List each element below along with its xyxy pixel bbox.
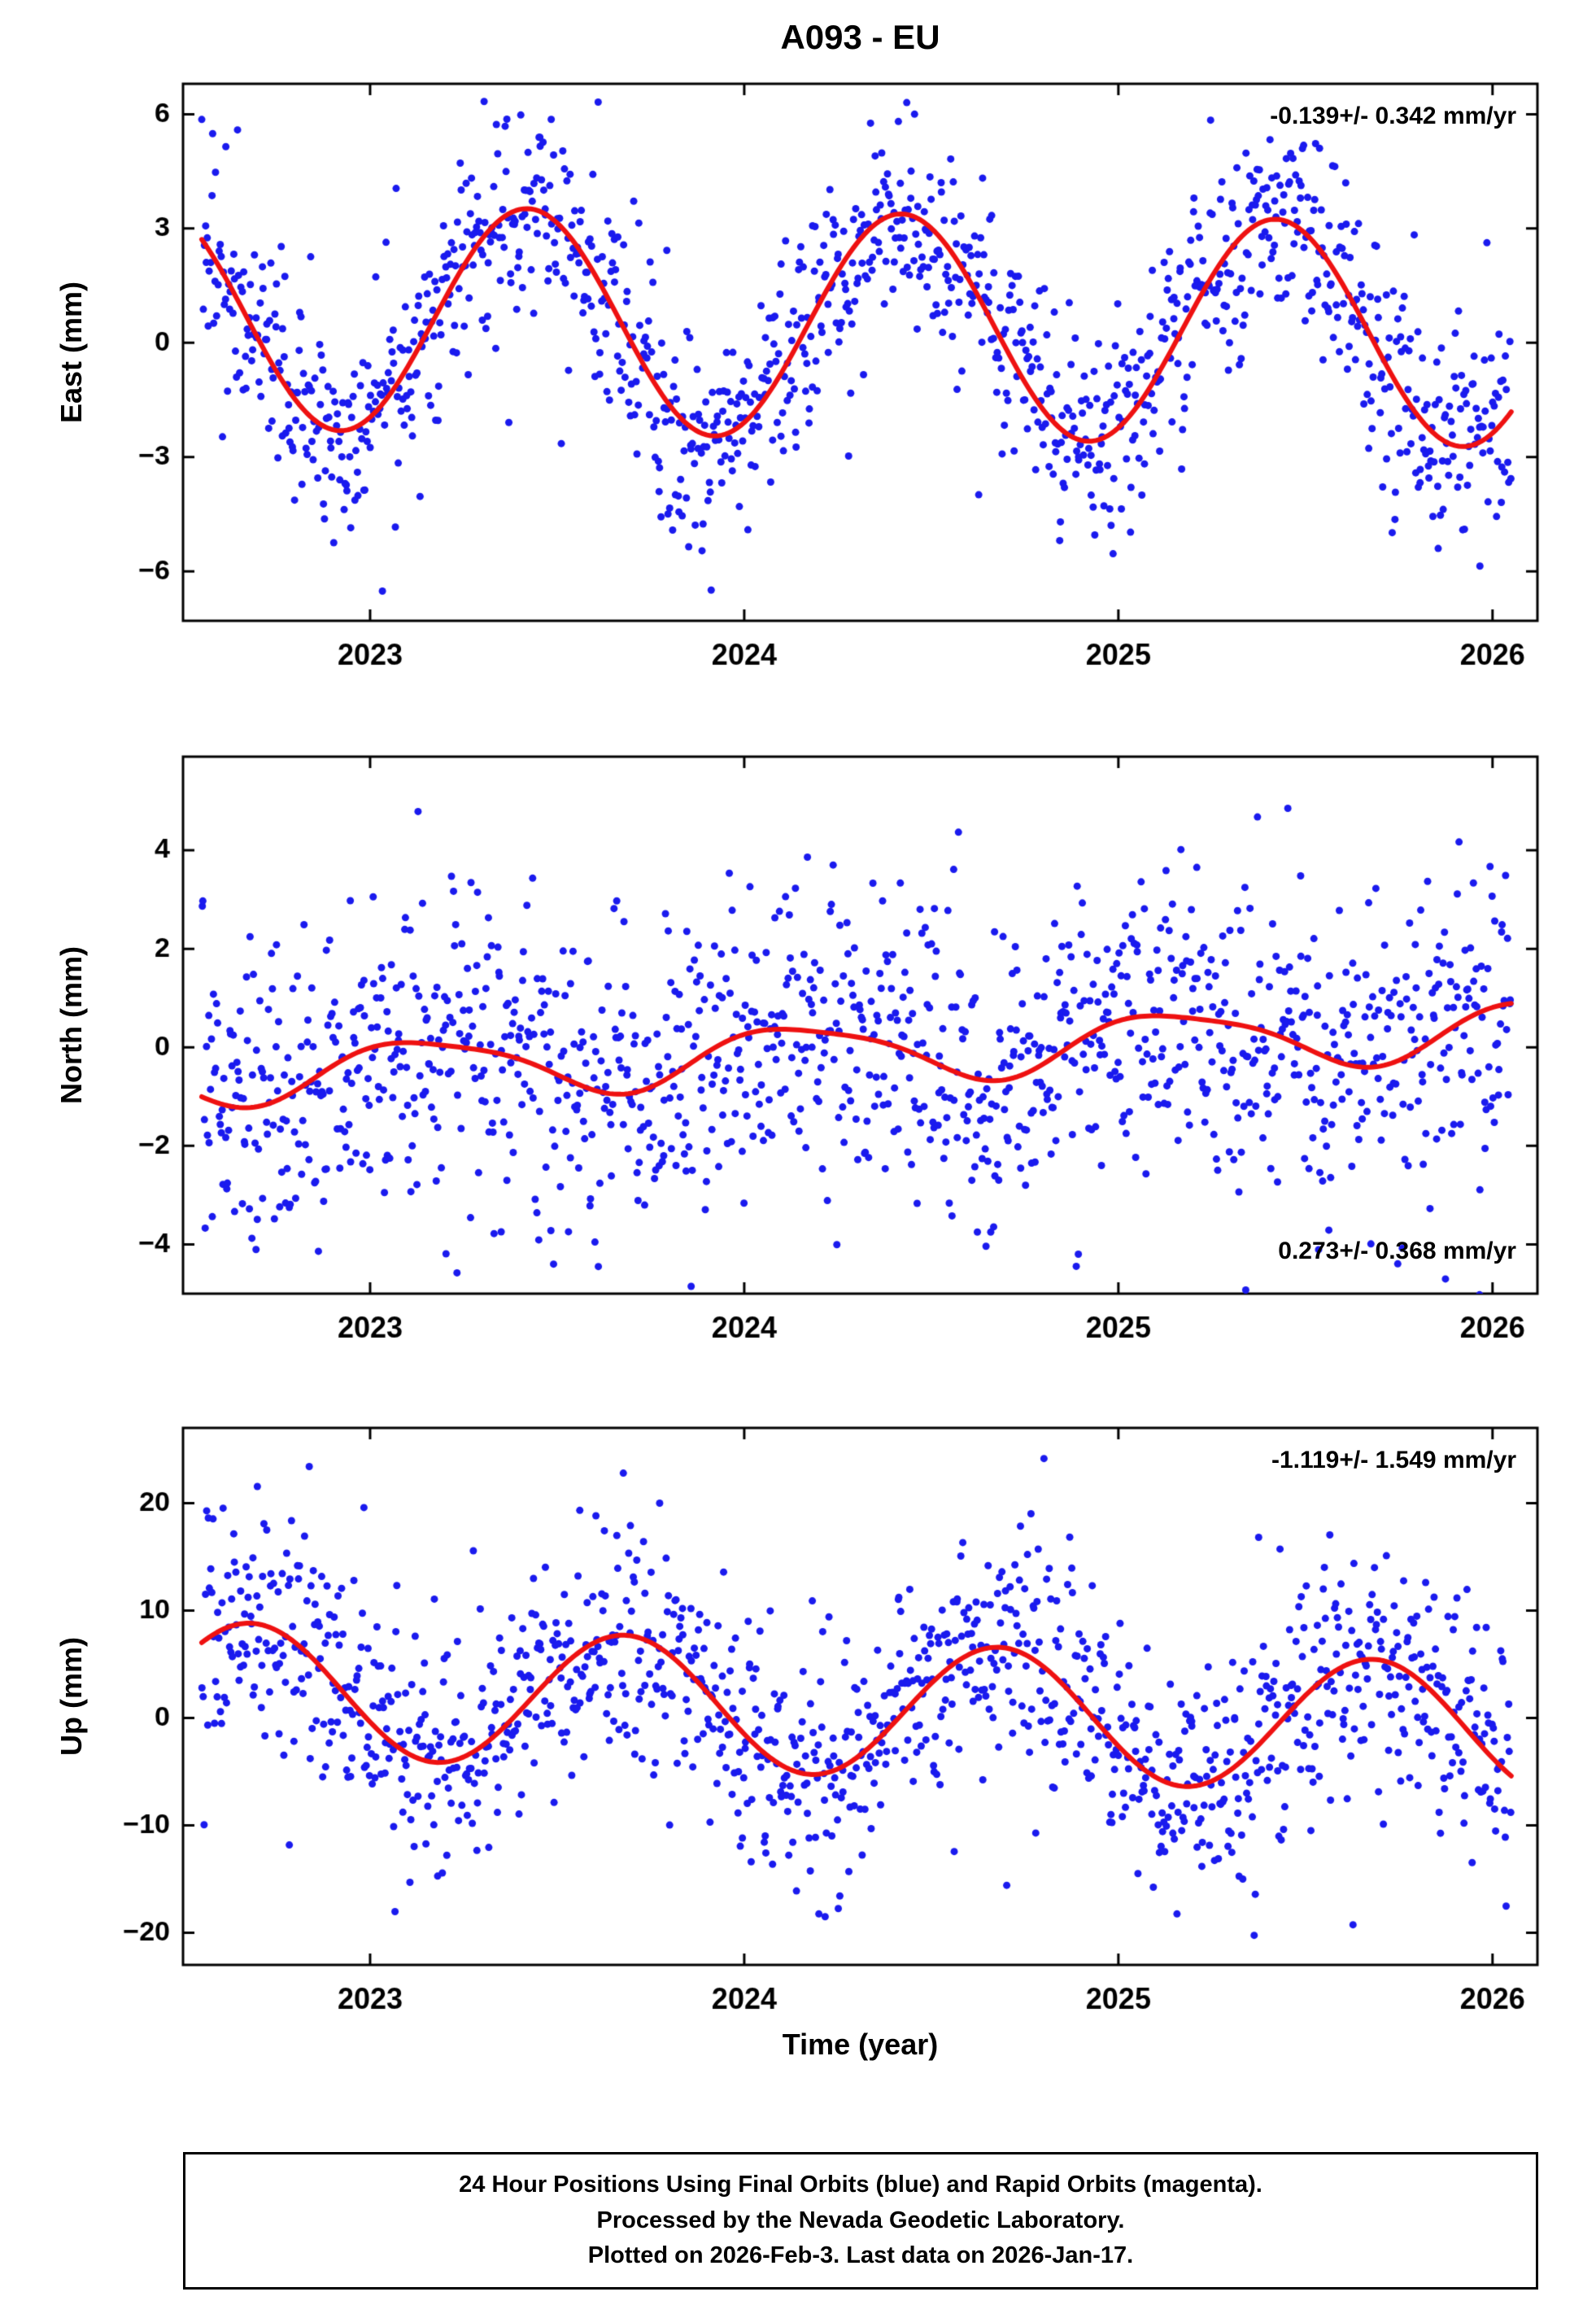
x-axis-label: Time (year)	[782, 2028, 939, 2061]
footer-line-orbits: 24 Hour Positions Using Final Orbits (bl…	[459, 2172, 1262, 2198]
footer-line-processed-by: Processed by the Nevada Geodetic Laborat…	[596, 2207, 1125, 2233]
north-trend-annotation: 0.273+/- 0.368 mm/yr	[1278, 1238, 1516, 1264]
east-axis-label: East (mm)	[55, 281, 88, 424]
east-panel: East (mm) -0.139+/- 0.342 mm/yr	[0, 81, 1596, 683]
plot-title: A093 - EU	[780, 18, 940, 56]
north-panel: North (mm) 0.273+/- 0.368 mm/yr	[0, 754, 1596, 1356]
up-panel: Up (mm) -1.119+/- 1.549 mm/yr	[0, 1425, 1596, 2028]
north-axis-label: North (mm)	[55, 946, 88, 1104]
footer-box: 24 Hour Positions Using Final Orbits (bl…	[183, 2152, 1538, 2290]
east-trend-annotation: -0.139+/- 0.342 mm/yr	[1270, 103, 1516, 129]
up-axis-label: Up (mm)	[55, 1637, 88, 1756]
north-plot-canvas	[0, 754, 1596, 1356]
east-plot-canvas	[0, 81, 1596, 683]
up-plot-canvas	[0, 1425, 1596, 2028]
up-trend-annotation: -1.119+/- 1.549 mm/yr	[1271, 1447, 1516, 1473]
footer-line-dates: Plotted on 2026-Feb-3. Last data on 2026…	[587, 2242, 1134, 2268]
